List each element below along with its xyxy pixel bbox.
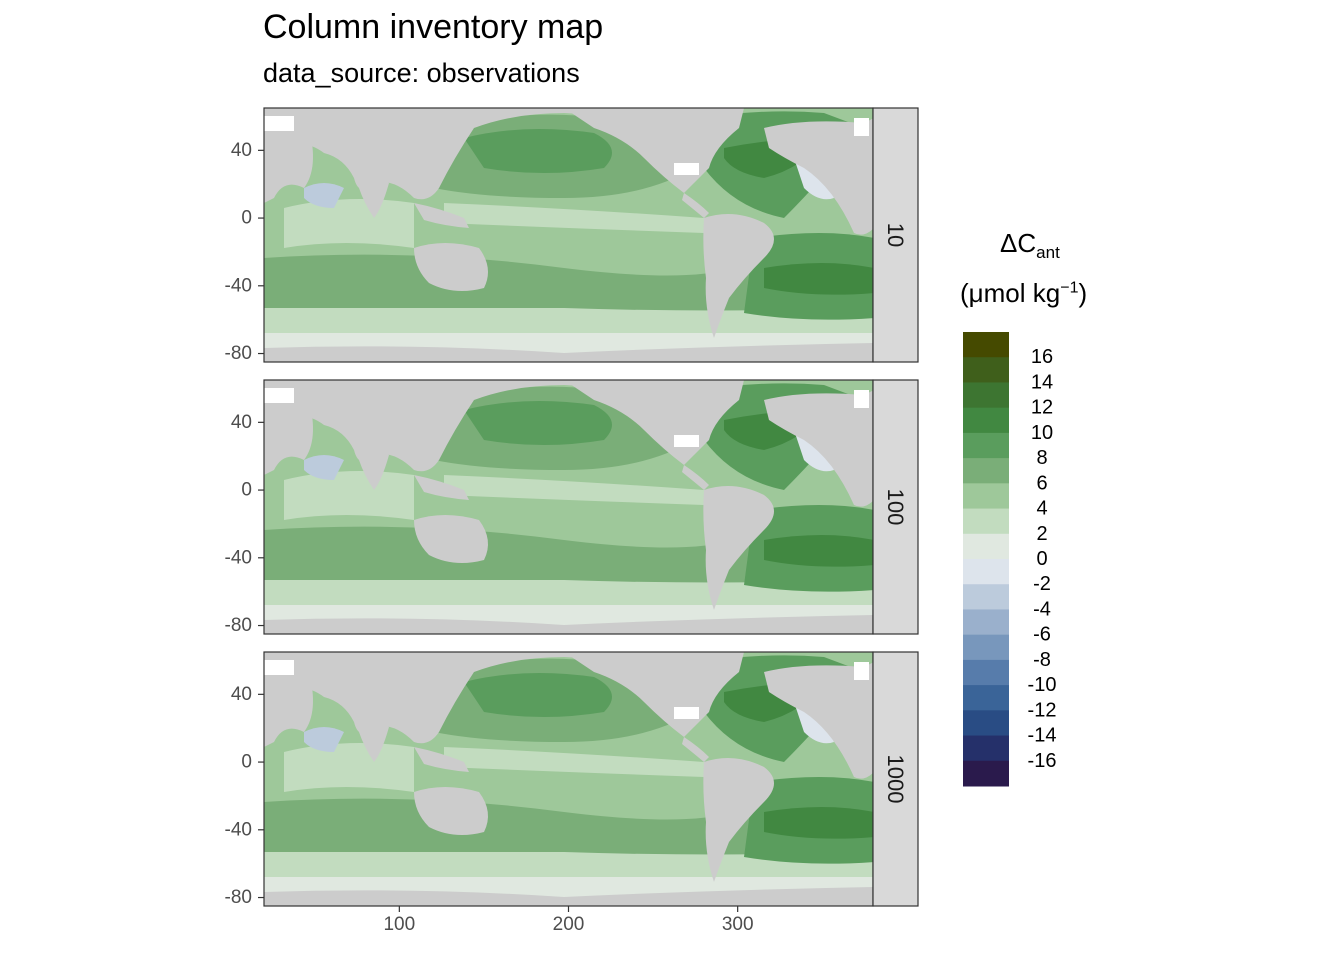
legend-color-step (963, 382, 1009, 409)
legend-color-step (963, 508, 1009, 535)
legend-color-step (963, 357, 1009, 383)
legend-tick-label: 14 (1031, 371, 1053, 393)
legend-tick-label: 0 (1036, 548, 1047, 570)
legend-color-step (963, 533, 1009, 560)
ocean-map (264, 108, 873, 362)
legend-color-step (963, 584, 1009, 610)
legend-color-step (963, 634, 1009, 661)
legend-units: (μmol kg−1) (960, 278, 1088, 308)
y-tick-label: -40 (225, 547, 252, 568)
y-tick-label: 0 (241, 208, 252, 229)
legend-tick-label: -2 (1033, 573, 1051, 595)
legend-title: ΔCant (1000, 228, 1060, 263)
legend-color-step (963, 332, 1009, 358)
legend-tick-label: -6 (1033, 624, 1051, 646)
legend-tick-label: -12 (1028, 699, 1057, 721)
legend-color-step (963, 609, 1009, 636)
y-tick-label: 0 (241, 480, 252, 501)
legend-tick-label: 16 (1031, 346, 1053, 368)
legend-tick-label: -4 (1033, 598, 1051, 620)
legend-color-step (963, 710, 1009, 737)
legend-tick-label: -10 (1028, 674, 1057, 696)
x-tick-label: 300 (722, 914, 754, 935)
legend-color-step (963, 432, 1009, 459)
x-tick-label: 100 (383, 914, 415, 935)
x-tick-label: 200 (553, 914, 585, 935)
facet-panel-100: 100 40 0 -40 -80 (225, 379, 919, 636)
facet-panel-1000: 1000 40 0 -40 -80 (225, 651, 919, 908)
legend-color-step (963, 659, 1009, 686)
y-tick-label: -40 (225, 819, 252, 840)
legend-color-step (963, 483, 1009, 510)
facet-label-10: 10 (883, 223, 908, 247)
legend-tick-label: 6 (1036, 472, 1047, 494)
legend-tick-label: -8 (1033, 649, 1051, 671)
y-tick-label: -40 (225, 275, 252, 296)
y-tick-label: -80 (225, 887, 252, 908)
facet-panel-10: 10 40 0 -40 -80 (225, 107, 919, 364)
y-tick-label: 0 (241, 752, 252, 773)
y-tick-label: 40 (231, 140, 252, 161)
legend-tick-label: 12 (1031, 397, 1053, 419)
legend-tick-label: 4 (1036, 498, 1047, 520)
legend-tick-label: 2 (1036, 523, 1047, 545)
legend-color-step (963, 760, 1009, 787)
legend-tick-label: 8 (1036, 447, 1047, 469)
facet-label-100: 100 (883, 489, 908, 526)
y-tick-label: -80 (225, 343, 252, 364)
facet-label-1000: 1000 (883, 755, 908, 804)
legend-color-step (963, 685, 1009, 711)
legend-color-step (963, 458, 1009, 484)
legend-color-step (963, 559, 1009, 585)
facet-strip (872, 651, 919, 907)
legend-tick-label: 10 (1031, 422, 1053, 444)
facet-strip (872, 379, 919, 635)
legend-color-step (963, 735, 1009, 762)
legend-color-step (963, 407, 1009, 434)
legend-tick-label: -16 (1028, 750, 1057, 772)
y-tick-label: 40 (231, 684, 252, 705)
ocean-map (264, 652, 873, 906)
facet-strip (872, 107, 919, 363)
y-tick-label: -80 (225, 615, 252, 636)
ocean-map (264, 380, 873, 634)
chart-title: Column inventory map (263, 8, 604, 46)
legend-tick-label: -14 (1028, 725, 1057, 747)
y-tick-label: 40 (231, 412, 252, 433)
chart-subtitle: data_source: observations (263, 58, 580, 88)
